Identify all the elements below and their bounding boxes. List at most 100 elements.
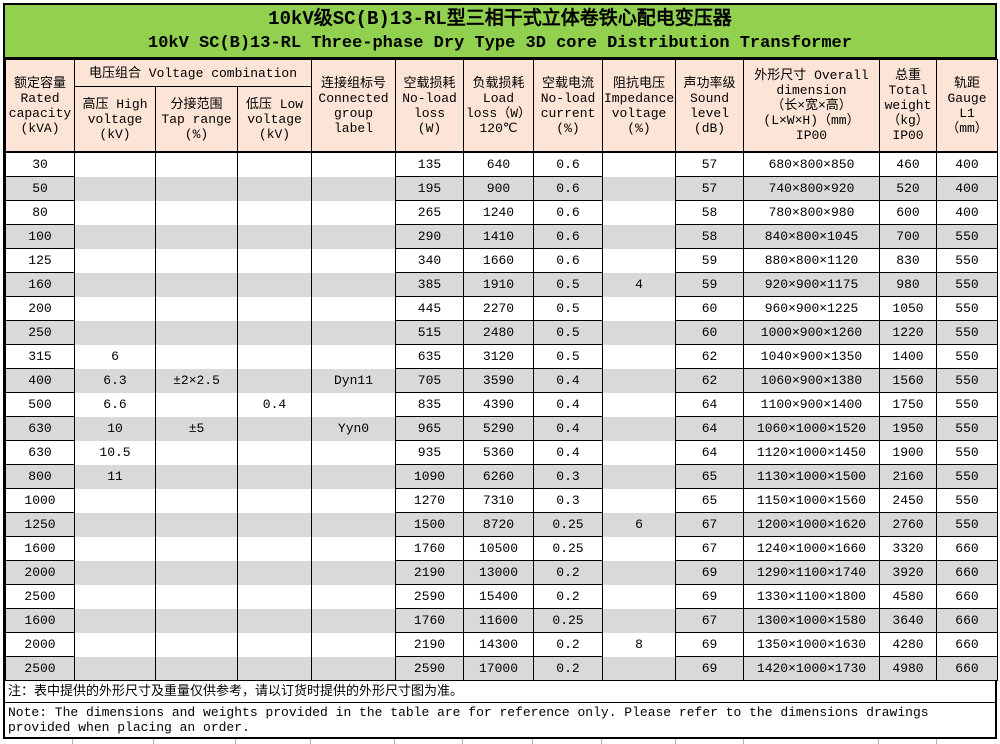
cell-gauge: 550 <box>936 368 998 393</box>
cell-rated-capacity: 630 <box>5 416 75 441</box>
cell-load-loss: 14300 <box>463 632 534 657</box>
cell-no-load-current: 0.5 <box>533 296 603 321</box>
cell-rated-capacity: 1600 <box>5 608 75 633</box>
cell-low-voltage <box>237 488 312 513</box>
cell-load-loss: 900 <box>463 176 534 201</box>
cell-dimension: 1290×1100×1740 <box>743 560 880 585</box>
cell-load-loss: 17000 <box>463 656 534 681</box>
cell-low-voltage <box>237 584 312 609</box>
cell-total-weight: 1900 <box>879 440 937 465</box>
cell-connected-group <box>311 560 396 585</box>
cell-no-load-current: 0.5 <box>533 320 603 345</box>
cell-no-load-current: 0.25 <box>533 536 603 561</box>
cell-dimension: 1300×1000×1580 <box>743 608 880 633</box>
header-load-loss: 负载损耗 Load loss（W） 120℃ <box>463 59 534 153</box>
cell-low-voltage <box>237 536 312 561</box>
cell-load-loss: 5290 <box>463 416 534 441</box>
cell-connected-group <box>311 200 396 225</box>
cell-no-load-loss: 265 <box>395 200 464 225</box>
cell-connected-group <box>311 536 396 561</box>
table-row: 2000 2190 14300 0.2 8 69 1350×1000×1630 4280 660 <box>5 632 998 657</box>
cell-sound-level: 60 <box>675 296 744 321</box>
cell-low-voltage <box>237 632 312 657</box>
cell-tap-range <box>155 632 238 657</box>
cell-load-loss: 2480 <box>463 320 534 345</box>
cell-sound-level: 64 <box>675 440 744 465</box>
cell-no-load-loss: 385 <box>395 272 464 297</box>
title-line-chinese: 10kV级SC(B)13-RL型三相干式立体卷铁心配电变压器 <box>268 8 732 30</box>
cell-no-load-loss: 935 <box>395 440 464 465</box>
cell-total-weight: 520 <box>879 176 937 201</box>
cell-dimension: 1420×1000×1730 <box>743 656 880 681</box>
cell-gauge: 550 <box>936 440 998 465</box>
cell-total-weight: 980 <box>879 272 937 297</box>
cell-no-load-loss: 2190 <box>395 632 464 657</box>
table-row: 125 340 1660 0.6 59 880×800×1120 830 550 <box>5 248 998 273</box>
cell-sound-level: 67 <box>675 512 744 537</box>
cell-total-weight: 700 <box>879 224 937 249</box>
cell-connected-group <box>311 176 396 201</box>
cell-impedance-voltage <box>602 608 676 633</box>
table-row: 1600 1760 11600 0.25 67 1300×1000×1580 3640 660 <box>5 608 998 633</box>
cell-low-voltage <box>237 176 312 201</box>
cell-dimension: 1060×900×1380 <box>743 368 880 393</box>
cell-load-loss: 4390 <box>463 392 534 417</box>
table-row: 1250 1500 8720 0.25 6 67 1200×1000×1620 2760 550 <box>5 512 998 537</box>
table-row: 250 515 2480 0.5 60 1000×900×1260 1220 550 <box>5 320 998 345</box>
cell-impedance-voltage <box>602 440 676 465</box>
cell-no-load-loss: 290 <box>395 224 464 249</box>
cell-low-voltage <box>237 608 312 633</box>
cell-sound-level: 60 <box>675 320 744 345</box>
cell-total-weight: 830 <box>879 248 937 273</box>
cell-no-load-current: 0.3 <box>533 464 603 489</box>
cell-no-load-current: 0.4 <box>533 392 603 417</box>
cell-connected-group <box>311 584 396 609</box>
cell-tap-range <box>155 464 238 489</box>
cell-gauge: 550 <box>936 344 998 369</box>
cell-high-voltage: 11 <box>74 464 156 489</box>
cell-dimension: 1330×1100×1800 <box>743 584 880 609</box>
cell-gauge: 550 <box>936 320 998 345</box>
cell-connected-group <box>311 296 396 321</box>
cell-low-voltage <box>237 464 312 489</box>
header-voltage-combination: 电压组合 Voltage combination <box>74 59 312 87</box>
cell-rated-capacity: 2500 <box>5 584 75 609</box>
cell-gauge: 400 <box>936 200 998 225</box>
cell-tap-range <box>155 176 238 201</box>
cell-load-loss: 15400 <box>463 584 534 609</box>
cell-tap-range: ±2×2.5 <box>155 368 238 393</box>
cell-tap-range <box>155 200 238 225</box>
cell-low-voltage <box>237 200 312 225</box>
cell-low-voltage <box>237 320 312 345</box>
cell-rated-capacity: 125 <box>5 248 75 273</box>
cell-dimension: 1240×1000×1660 <box>743 536 880 561</box>
header-total-weight: 总重 Total weight （kg） IP00 <box>879 59 937 153</box>
cell-low-voltage <box>237 368 312 393</box>
cell-rated-capacity: 2000 <box>5 560 75 585</box>
bottom-gridline-strip <box>5 739 995 744</box>
cell-connected-group <box>311 248 396 273</box>
cell-low-voltage <box>237 656 312 681</box>
spec-table-body: 30 135 640 0.6 57 680×800×850 460 400 50 195 900 0.… <box>5 151 998 681</box>
cell-rated-capacity: 1250 <box>5 512 75 537</box>
cell-dimension: 880×800×1120 <box>743 248 880 273</box>
cell-load-loss: 1410 <box>463 224 534 249</box>
cell-dimension: 1100×900×1400 <box>743 392 880 417</box>
cell-high-voltage: 6 <box>74 344 156 369</box>
cell-high-voltage <box>74 320 156 345</box>
cell-connected-group <box>311 272 396 297</box>
cell-total-weight: 1220 <box>879 320 937 345</box>
cell-no-load-loss: 340 <box>395 248 464 273</box>
spreadsheet: 10kV级SC(B)13-RL型三相干式立体卷铁心配电变压器 10kV SC(B… <box>3 3 998 744</box>
cell-total-weight: 4280 <box>879 632 937 657</box>
table-row: 2500 2590 17000 0.2 69 1420×1000×1730 4980 660 <box>5 656 998 681</box>
cell-high-voltage <box>74 656 156 681</box>
cell-connected-group <box>311 656 396 681</box>
cell-sound-level: 65 <box>675 464 744 489</box>
cell-dimension: 1060×1000×1520 <box>743 416 880 441</box>
cell-tap-range: ±5 <box>155 416 238 441</box>
cell-no-load-loss: 2590 <box>395 584 464 609</box>
header-no-load-loss: 空载损耗 No-load loss (W) <box>395 59 464 153</box>
cell-impedance-voltage <box>602 152 676 177</box>
cell-low-voltage <box>237 248 312 273</box>
